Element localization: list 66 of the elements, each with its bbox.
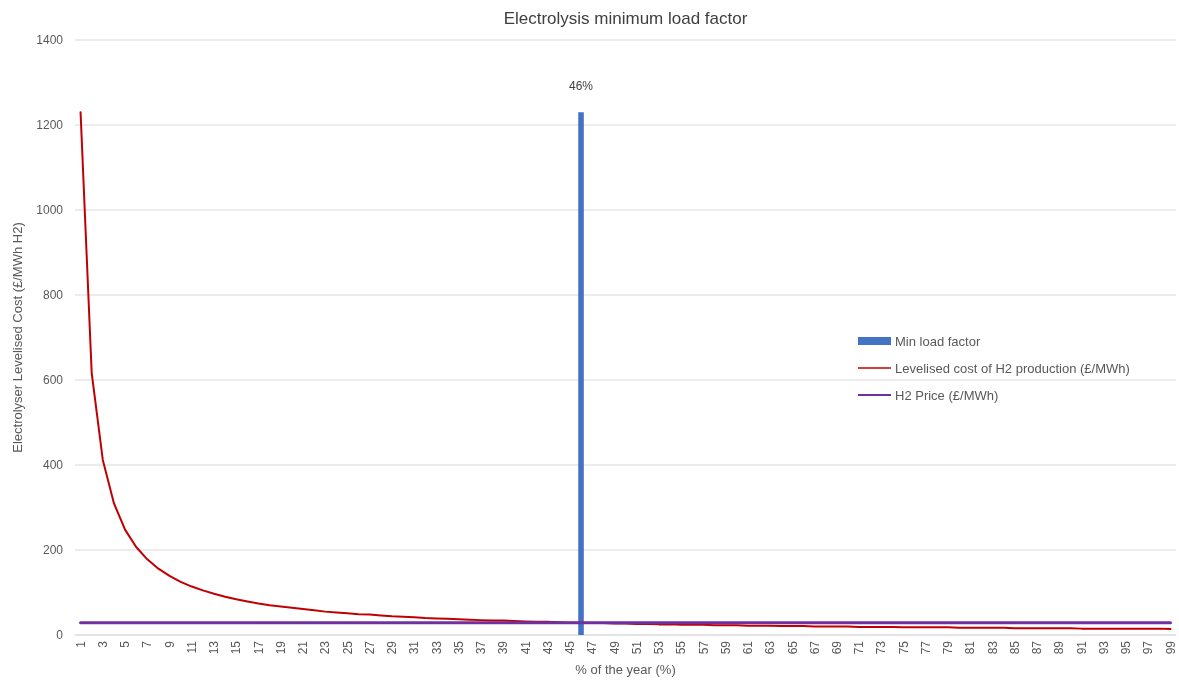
- x-tick-label: 29: [385, 640, 400, 655]
- x-tick-label: 33: [429, 640, 444, 655]
- x-axis-title: % of the year (%): [575, 662, 676, 677]
- x-tick-label: 53: [652, 640, 667, 655]
- x-tick-label: 81: [963, 640, 978, 655]
- x-tick-label: 99: [1163, 640, 1178, 655]
- x-tick-label: 45: [563, 640, 578, 655]
- x-tick-label: 9: [162, 640, 177, 648]
- x-tick-label: 3: [96, 640, 110, 648]
- x-tick-label: 97: [1141, 640, 1156, 655]
- x-tick-label: 23: [318, 640, 333, 655]
- y-axis-title: Electrolyser Levelised Cost (£/MWh H2): [10, 222, 25, 453]
- legend-label: Min load factor: [895, 333, 981, 349]
- y-tick-label: 800: [42, 288, 64, 303]
- x-tick-label: 41: [518, 640, 533, 655]
- x-tick-label: 37: [474, 640, 489, 655]
- x-tick-label: 49: [607, 640, 622, 655]
- x-tick-label: 39: [496, 640, 511, 655]
- x-tick-label: 31: [407, 640, 422, 655]
- y-tick-label: 200: [42, 543, 64, 558]
- x-tick-label: 25: [340, 640, 355, 655]
- y-tick-label: 1400: [36, 33, 64, 48]
- x-tick-label: 69: [830, 640, 844, 655]
- x-tick-label: 65: [785, 640, 800, 655]
- chart-title: Electrolysis minimum load factor: [503, 9, 748, 28]
- x-tick-label: 51: [629, 640, 644, 655]
- y-tick-label: 0: [56, 628, 64, 643]
- x-tick-label: 7: [140, 640, 155, 648]
- x-tick-label: 55: [674, 640, 689, 655]
- legend-label: H2 Price (£/MWh): [895, 387, 999, 403]
- x-tick-label: 83: [985, 640, 1000, 655]
- legend-label: Levelised cost of H2 production (£/MWh): [895, 360, 1130, 376]
- x-tick-label: 11: [184, 640, 199, 654]
- annotation: 46%: [569, 79, 594, 94]
- x-tick-label: 89: [1052, 640, 1067, 655]
- x-tick-label: 95: [1119, 640, 1134, 655]
- y-tick-label: 400: [42, 458, 64, 473]
- x-tick-label: 57: [696, 640, 711, 655]
- y-tick-label: 600: [42, 373, 64, 388]
- x-tick-label: 19: [273, 640, 288, 655]
- x-tick-label: 91: [1074, 640, 1089, 655]
- x-tick-label: 59: [718, 640, 733, 655]
- x-tick-label: 21: [296, 640, 311, 655]
- line-series: [79, 111, 1172, 631]
- y-tick-label: 1000: [36, 203, 64, 218]
- x-tick-label: 73: [874, 640, 889, 655]
- x-tick-label: 79: [941, 640, 956, 655]
- x-tick-label: 47: [585, 640, 600, 655]
- x-tick-label: 27: [362, 640, 377, 655]
- x-tick-label: 85: [1007, 640, 1022, 655]
- x-tick-label: 17: [251, 640, 266, 655]
- x-tick-label: 67: [807, 640, 822, 655]
- x-tick-label: 77: [918, 640, 933, 655]
- x-tick-label: 71: [852, 640, 867, 655]
- x-tick-label: 75: [896, 640, 911, 655]
- x-tick-label: 87: [1030, 640, 1045, 655]
- x-tick-label: 1: [73, 640, 88, 648]
- x-tick-label: 35: [451, 640, 466, 655]
- x-tick-label: 13: [207, 640, 222, 655]
- x-tick-label: 43: [540, 640, 555, 655]
- x-tick-label: 5: [118, 640, 133, 648]
- x-tick-label: 93: [1096, 640, 1111, 655]
- x-tick-label: 61: [741, 640, 756, 655]
- x-tick-label: 15: [229, 640, 244, 655]
- y-tick-label: 1200: [36, 118, 64, 133]
- x-tick-label: 63: [763, 640, 778, 655]
